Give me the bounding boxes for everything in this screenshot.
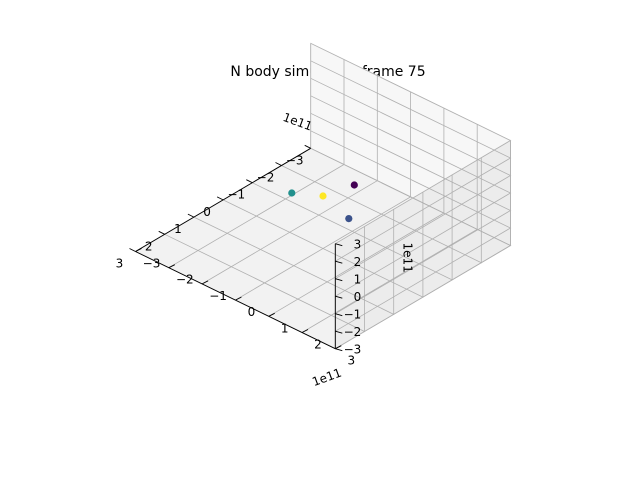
body-point-4 xyxy=(319,192,327,200)
y-tick-label: −1 xyxy=(209,289,227,303)
x-tick-label: −1 xyxy=(227,188,245,202)
x-tick xyxy=(129,248,136,252)
y-tick-label: −3 xyxy=(143,257,161,271)
y-tick-label: 3 xyxy=(347,354,355,368)
z-tick-label: −1 xyxy=(344,308,362,322)
z-tick xyxy=(335,330,343,334)
y-tick-label: −2 xyxy=(176,273,194,287)
x-tick xyxy=(187,213,195,218)
z-tick-label: 0 xyxy=(354,290,362,304)
x-tick-label: 2 xyxy=(145,239,153,253)
z-tick xyxy=(335,278,343,282)
z-tick-label: −3 xyxy=(344,343,362,357)
z-tick xyxy=(335,348,343,352)
x-tick-label: −2 xyxy=(257,171,275,185)
grid-line-z xyxy=(310,112,512,315)
z-tick xyxy=(335,243,343,247)
y-tick xyxy=(135,248,142,252)
grid-line-z xyxy=(310,60,512,262)
y-tick-label: 2 xyxy=(314,338,322,352)
x-tick xyxy=(246,179,253,184)
grid-line-z xyxy=(310,77,512,280)
z-tick xyxy=(335,295,343,299)
x-tick-label: 3 xyxy=(116,257,124,271)
y-tick-label: 1 xyxy=(281,321,289,335)
grid-line-z xyxy=(310,95,512,297)
x-tick xyxy=(275,162,282,166)
z-tick-label: 1 xyxy=(354,273,362,287)
y-tick xyxy=(201,280,209,285)
x-tick-label: −3 xyxy=(286,153,304,167)
body-point-1 xyxy=(350,181,358,189)
x-offset-label: 1e11 xyxy=(281,110,314,134)
data-points xyxy=(288,181,358,223)
z-tick-label: 2 xyxy=(354,255,362,269)
z-tick xyxy=(335,260,343,264)
grid-line-z xyxy=(310,42,512,245)
x-tick xyxy=(216,196,224,201)
x-tick xyxy=(304,144,311,149)
y-tick xyxy=(268,312,275,317)
y-offset-label: 1e11 xyxy=(310,366,343,390)
body-point-3 xyxy=(288,189,296,197)
y-tick xyxy=(301,329,309,333)
grid-line-z xyxy=(310,147,512,350)
z-offset-label: 1e11 xyxy=(400,243,414,273)
y-tick xyxy=(168,264,176,269)
z-tick xyxy=(335,313,343,317)
x-tick-label: 1 xyxy=(174,222,182,236)
x-tick xyxy=(158,230,165,235)
x-tick-label: 0 xyxy=(203,205,211,219)
y-tick-label: 0 xyxy=(248,305,256,319)
y-tick xyxy=(335,345,342,350)
z-tick-label: −2 xyxy=(344,325,362,339)
body-point-2 xyxy=(345,215,353,223)
y-tick xyxy=(235,296,242,301)
tick-marks xyxy=(129,144,343,352)
z-tick-label: 3 xyxy=(354,238,362,252)
grid-line-z xyxy=(310,130,512,332)
